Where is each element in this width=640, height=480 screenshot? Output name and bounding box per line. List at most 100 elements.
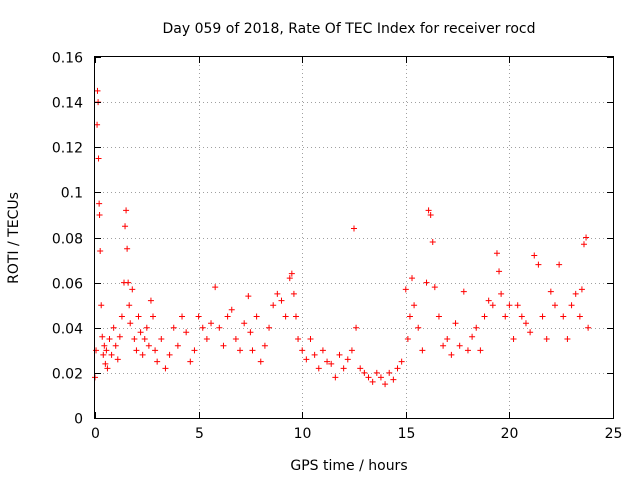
data-point xyxy=(179,313,186,320)
data-point xyxy=(328,360,335,367)
data-point xyxy=(560,313,567,320)
data-point xyxy=(174,342,181,349)
y-axis-title: ROTI / TECUs xyxy=(6,192,22,284)
data-point xyxy=(141,336,148,343)
data-point xyxy=(398,358,405,365)
data-point xyxy=(409,275,416,282)
data-point xyxy=(135,313,142,320)
data-point xyxy=(249,347,256,354)
data-point xyxy=(365,374,372,381)
data-point xyxy=(556,261,563,268)
data-point xyxy=(99,333,106,340)
data-point xyxy=(125,279,132,286)
data-point xyxy=(464,347,471,354)
data-point xyxy=(435,313,442,320)
data-point xyxy=(564,336,571,343)
data-point xyxy=(96,211,103,218)
data-point xyxy=(290,290,297,297)
data-point xyxy=(104,365,111,372)
data-point xyxy=(103,347,110,354)
y-tick-label: 0.08 xyxy=(52,232,83,248)
data-point xyxy=(143,324,150,331)
data-point xyxy=(394,365,401,372)
data-point xyxy=(152,347,159,354)
x-axis-title: GPS time / hours xyxy=(290,458,407,474)
data-point xyxy=(199,324,206,331)
data-point xyxy=(448,351,455,358)
data-point xyxy=(572,290,579,297)
data-points xyxy=(92,87,592,388)
data-point xyxy=(232,336,239,343)
data-point xyxy=(311,351,318,358)
data-point xyxy=(94,121,101,128)
data-point xyxy=(123,207,130,214)
data-point xyxy=(224,313,231,320)
data-point xyxy=(427,211,434,218)
data-point xyxy=(237,347,244,354)
y-tick-labels: 0 0.02 0.04 0.06 0.08 0.1 0.12 0.14 0.16 xyxy=(52,51,83,428)
data-point xyxy=(518,313,525,320)
data-point xyxy=(583,234,590,241)
data-point xyxy=(145,342,152,349)
data-point xyxy=(336,351,343,358)
data-point xyxy=(114,356,121,363)
data-point xyxy=(307,336,314,343)
x-tick-label: 15 xyxy=(398,426,416,442)
data-point xyxy=(183,329,190,336)
data-point xyxy=(522,320,529,327)
data-point xyxy=(154,358,161,365)
data-point xyxy=(303,356,310,363)
data-point xyxy=(106,336,113,343)
data-point xyxy=(274,290,281,297)
data-point xyxy=(357,365,364,372)
y-tick-label: 0.04 xyxy=(52,322,83,338)
data-point xyxy=(481,313,488,320)
data-point xyxy=(93,347,100,354)
data-point xyxy=(429,239,436,246)
data-point xyxy=(361,369,368,376)
data-point xyxy=(133,347,140,354)
data-point xyxy=(247,329,254,336)
data-point xyxy=(531,252,538,259)
x-tick-label: 10 xyxy=(294,426,312,442)
data-point xyxy=(137,329,144,336)
data-point xyxy=(195,313,202,320)
data-point xyxy=(101,342,108,349)
data-point xyxy=(369,378,376,385)
data-point xyxy=(415,324,422,331)
data-point xyxy=(170,324,177,331)
data-point xyxy=(191,347,198,354)
data-point xyxy=(489,302,496,309)
y-tick-label: 0.06 xyxy=(52,277,83,293)
data-point xyxy=(100,351,107,358)
data-point xyxy=(411,302,418,309)
data-point xyxy=(257,358,264,365)
data-point xyxy=(502,313,509,320)
data-point xyxy=(261,342,268,349)
y-tick-label: 0 xyxy=(74,412,83,428)
data-point xyxy=(150,313,157,320)
data-point xyxy=(348,347,355,354)
data-point xyxy=(126,302,133,309)
data-point xyxy=(220,342,227,349)
y-tick-label: 0.1 xyxy=(61,186,83,202)
data-point xyxy=(158,336,165,343)
chart-title: Day 059 of 2018, Rate Of TEC Index for r… xyxy=(163,21,536,37)
data-point xyxy=(527,329,534,336)
data-point xyxy=(506,302,513,309)
y-tick-label: 0.02 xyxy=(52,367,83,383)
data-point xyxy=(382,381,389,388)
data-point xyxy=(94,87,101,94)
data-point xyxy=(228,306,235,313)
data-point xyxy=(576,313,583,320)
data-point xyxy=(139,351,146,358)
data-point xyxy=(469,333,476,340)
data-point xyxy=(456,342,463,349)
data-point xyxy=(485,297,492,304)
data-point xyxy=(585,324,592,331)
data-point xyxy=(131,336,138,343)
data-point xyxy=(253,313,260,320)
data-point xyxy=(578,286,585,293)
x-tick-label: 5 xyxy=(195,426,204,442)
